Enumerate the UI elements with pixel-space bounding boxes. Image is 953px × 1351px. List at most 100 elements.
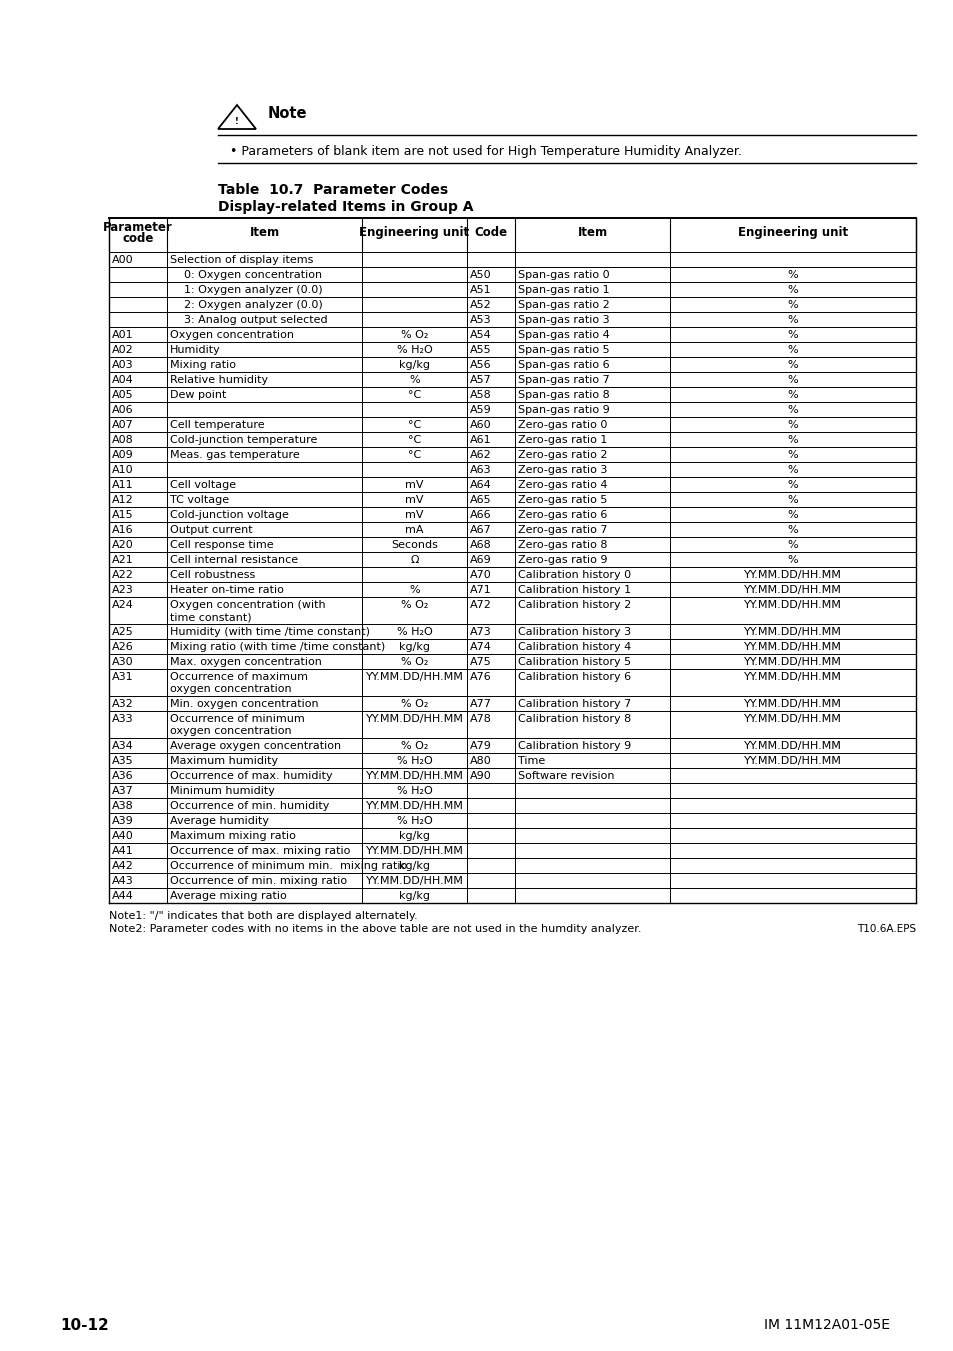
Text: A60: A60 [470, 420, 491, 430]
Text: Calibration history 1: Calibration history 1 [517, 585, 631, 594]
Text: Occurrence of max. mixing ratio: Occurrence of max. mixing ratio [170, 846, 350, 857]
Text: A32: A32 [112, 698, 133, 709]
Text: Cell voltage: Cell voltage [170, 480, 236, 490]
Text: %: % [787, 420, 798, 430]
Text: YY.MM.DD/HH.MM: YY.MM.DD/HH.MM [743, 657, 841, 667]
Text: A62: A62 [470, 450, 491, 459]
Text: A53: A53 [470, 315, 491, 326]
Text: YY.MM.DD/HH.MM: YY.MM.DD/HH.MM [743, 671, 841, 682]
Text: %: % [787, 450, 798, 459]
Text: A15: A15 [112, 509, 133, 520]
Text: Span-gas ratio 5: Span-gas ratio 5 [517, 345, 609, 355]
Text: %: % [787, 526, 798, 535]
Text: Note2: Parameter codes with no items in the above table are not used in the humd: Note2: Parameter codes with no items in … [109, 924, 640, 934]
Text: kg/kg: kg/kg [398, 831, 430, 842]
Text: kg/kg: kg/kg [398, 642, 430, 653]
Text: %: % [787, 330, 798, 340]
Text: Output current: Output current [170, 526, 253, 535]
Text: Dew point: Dew point [170, 390, 226, 400]
Text: A01: A01 [112, 330, 133, 340]
Text: A57: A57 [470, 376, 491, 385]
Text: Zero-gas ratio 0: Zero-gas ratio 0 [517, 420, 607, 430]
Text: Software revision: Software revision [517, 771, 614, 781]
Text: Oxygen concentration: Oxygen concentration [170, 330, 294, 340]
Text: Zero-gas ratio 2: Zero-gas ratio 2 [517, 450, 607, 459]
Text: code: code [122, 232, 153, 245]
Text: A74: A74 [470, 642, 492, 653]
Text: A06: A06 [112, 405, 133, 415]
Text: Engineering unit: Engineering unit [359, 226, 469, 239]
Text: Note: Note [268, 105, 307, 122]
Text: Calibration history 0: Calibration history 0 [517, 570, 631, 580]
Text: Code: Code [474, 226, 507, 239]
Text: °C: °C [408, 390, 420, 400]
Text: % O₂: % O₂ [400, 698, 428, 709]
Text: A38: A38 [112, 801, 133, 811]
Text: A44: A44 [112, 892, 133, 901]
Text: A80: A80 [470, 757, 491, 766]
Text: Item: Item [249, 226, 279, 239]
Text: A22: A22 [112, 570, 133, 580]
Text: kg/kg: kg/kg [398, 892, 430, 901]
Text: Selection of display items: Selection of display items [170, 255, 313, 265]
Text: !: ! [234, 118, 238, 126]
Text: A56: A56 [470, 359, 491, 370]
Text: Heater on-time ratio: Heater on-time ratio [170, 585, 284, 594]
Text: Zero-gas ratio 6: Zero-gas ratio 6 [517, 509, 607, 520]
Text: Calibration history 5: Calibration history 5 [517, 657, 631, 667]
Text: %: % [787, 405, 798, 415]
Text: Relative humidity: Relative humidity [170, 376, 268, 385]
Text: Item: Item [577, 226, 607, 239]
Text: A36: A36 [112, 771, 133, 781]
Text: Zero-gas ratio 3: Zero-gas ratio 3 [517, 465, 607, 476]
Text: % H₂O: % H₂O [396, 345, 432, 355]
Text: A61: A61 [470, 435, 491, 444]
Text: A04: A04 [112, 376, 133, 385]
Text: A59: A59 [470, 405, 491, 415]
Text: %: % [409, 376, 419, 385]
Text: Calibration history 2: Calibration history 2 [517, 600, 631, 611]
Text: Span-gas ratio 0: Span-gas ratio 0 [517, 270, 609, 280]
Text: kg/kg: kg/kg [398, 861, 430, 871]
Text: A79: A79 [470, 740, 492, 751]
Text: Occurrence of min. mixing ratio: Occurrence of min. mixing ratio [170, 875, 347, 886]
Text: A43: A43 [112, 875, 133, 886]
Text: A72: A72 [470, 600, 492, 611]
Text: Humidity: Humidity [170, 345, 220, 355]
Text: YY.MM.DD/HH.MM: YY.MM.DD/HH.MM [743, 713, 841, 724]
Text: YY.MM.DD/HH.MM: YY.MM.DD/HH.MM [365, 875, 463, 886]
Text: Span-gas ratio 2: Span-gas ratio 2 [517, 300, 609, 309]
Text: %: % [787, 285, 798, 295]
Text: 1: Oxygen analyzer (0.0): 1: Oxygen analyzer (0.0) [170, 285, 322, 295]
Text: %: % [409, 585, 419, 594]
Text: Max. oxygen concentration: Max. oxygen concentration [170, 657, 321, 667]
Text: A10: A10 [112, 465, 133, 476]
Text: Zero-gas ratio 9: Zero-gas ratio 9 [517, 555, 607, 565]
Text: YY.MM.DD/HH.MM: YY.MM.DD/HH.MM [365, 801, 463, 811]
Text: Cell internal resistance: Cell internal resistance [170, 555, 297, 565]
Text: % O₂: % O₂ [400, 740, 428, 751]
Text: %: % [787, 465, 798, 476]
Text: A05: A05 [112, 390, 133, 400]
Text: mV: mV [405, 480, 423, 490]
Text: Occurrence of minimum: Occurrence of minimum [170, 713, 304, 724]
Text: %: % [787, 509, 798, 520]
Text: A37: A37 [112, 786, 133, 796]
Text: A78: A78 [470, 713, 492, 724]
Text: A71: A71 [470, 585, 491, 594]
Text: Cold-junction temperature: Cold-junction temperature [170, 435, 317, 444]
Text: Min. oxygen concentration: Min. oxygen concentration [170, 698, 318, 709]
Text: A54: A54 [470, 330, 491, 340]
Text: A34: A34 [112, 740, 133, 751]
Text: Seconds: Seconds [391, 540, 437, 550]
Text: YY.MM.DD/HH.MM: YY.MM.DD/HH.MM [743, 642, 841, 653]
Text: Occurrence of max. humidity: Occurrence of max. humidity [170, 771, 333, 781]
Text: Span-gas ratio 8: Span-gas ratio 8 [517, 390, 609, 400]
Text: Calibration history 8: Calibration history 8 [517, 713, 631, 724]
Text: Span-gas ratio 7: Span-gas ratio 7 [517, 376, 609, 385]
Text: Minimum humidity: Minimum humidity [170, 786, 274, 796]
Text: A02: A02 [112, 345, 133, 355]
Text: Span-gas ratio 3: Span-gas ratio 3 [517, 315, 609, 326]
Text: Average humidity: Average humidity [170, 816, 269, 825]
Text: A21: A21 [112, 555, 133, 565]
